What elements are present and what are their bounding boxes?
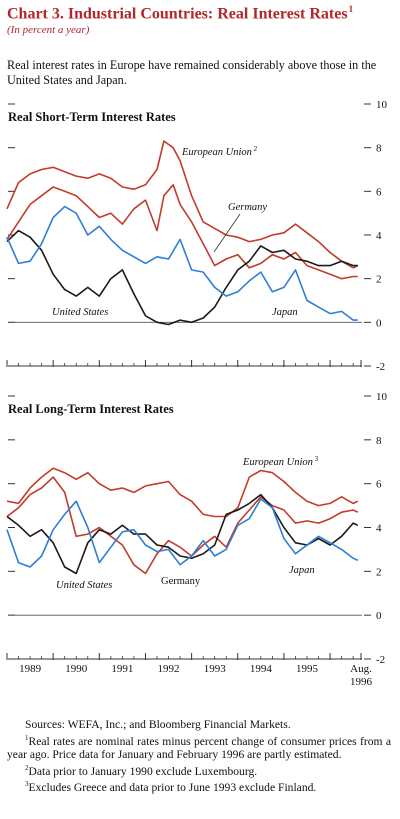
footnote-2: 2Data prior to January 1990 exclude Luxe… xyxy=(7,762,391,778)
series-line-european-union-long xyxy=(6,467,359,518)
chart-subtitle: (In percent a year) xyxy=(7,24,90,36)
footnote-3-text: Excludes Greece and data prior to June 1… xyxy=(28,780,317,794)
series-footnote-mark: 2 xyxy=(252,145,258,153)
series-line-united-states-long xyxy=(6,493,359,575)
x-last-label-year: 1996 xyxy=(350,676,373,688)
series-line-japan-long xyxy=(6,498,359,568)
y-tick-label-long: -2 xyxy=(376,654,385,666)
footnote-2-mark: 2 xyxy=(25,763,29,772)
footnote-3: 3Excludes Greece and data prior to June … xyxy=(7,778,391,794)
x-tick-label: 1993 xyxy=(204,663,227,675)
y-tick-label-short: 10 xyxy=(376,99,388,111)
leader-line-germany xyxy=(213,213,241,253)
x-tick-label: 1992 xyxy=(158,663,180,675)
series-line-germany-long xyxy=(6,476,359,575)
series-label-european-union-long: European Union 3 xyxy=(242,455,319,468)
series-label-united-states-short: United States xyxy=(52,307,108,318)
y-tick-label-long: 0 xyxy=(376,610,382,622)
series-label-united-states-long: United States xyxy=(56,580,112,591)
chart-main-title: Chart 3. Industrial Countries: Real Inte… xyxy=(7,4,395,23)
footnote-3-mark: 3 xyxy=(25,780,29,789)
series-label-germany-long: Germany xyxy=(161,576,201,587)
chart-main-title-text: Chart 3. Industrial Countries: Real Inte… xyxy=(7,5,348,23)
sources-note: Sources: WEFA, Inc.; and Bloomberg Finan… xyxy=(25,718,291,731)
series-footnote-mark: 3 xyxy=(313,455,319,463)
y-tick-label-long: 6 xyxy=(376,479,382,491)
y-tick-label-short: 2 xyxy=(376,274,382,286)
y-tick-label-short: 8 xyxy=(376,143,382,155)
x-tick-label: 1990 xyxy=(65,663,88,675)
x-last-label-month: Aug. xyxy=(350,663,372,675)
x-tick-label: 1994 xyxy=(250,663,273,675)
y-tick-label-short: 0 xyxy=(376,317,382,329)
footnote-1: 1Real rates are nominal rates minus perc… xyxy=(7,732,391,762)
panel-title-long: Real Long-Term Interest Rates xyxy=(8,402,174,416)
x-tick-label: 1991 xyxy=(111,663,133,675)
y-tick-label-short: 4 xyxy=(376,230,382,242)
footnote-2-text: Data prior to January 1990 exclude Luxem… xyxy=(28,764,258,778)
series-label-european-union-short: European Union 2 xyxy=(181,145,258,158)
y-tick-label-long: 4 xyxy=(376,523,382,535)
series-label-japan-long: Japan xyxy=(289,565,315,576)
footnote-1-text: Real rates are nominal rates minus perce… xyxy=(7,734,391,762)
y-tick-label-short: -2 xyxy=(376,361,385,373)
y-tick-label-long: 10 xyxy=(376,391,388,403)
series-label-japan-short: Japan xyxy=(272,307,298,318)
intro-text: Real interest rates in Europe have remai… xyxy=(7,58,377,87)
x-tick-label: 1995 xyxy=(296,663,319,675)
series-line-united-states-short xyxy=(6,229,358,326)
title-footnote-mark: 1 xyxy=(348,4,354,14)
y-tick-label-long: 8 xyxy=(376,435,382,447)
footnotes: Sources: WEFA, Inc.; and Bloomberg Finan… xyxy=(7,718,391,795)
series-label-germany-short: Germany xyxy=(228,202,267,213)
series-line-european-union-short xyxy=(6,140,359,269)
footnote-1-mark: 1 xyxy=(25,733,29,742)
series-line-japan-short xyxy=(6,205,358,321)
y-tick-label-short: 6 xyxy=(376,186,382,198)
panel-title-short: Real Short-Term Interest Rates xyxy=(8,110,176,124)
x-tick-label: 1989 xyxy=(19,663,42,675)
y-tick-label-long: 2 xyxy=(376,566,382,578)
